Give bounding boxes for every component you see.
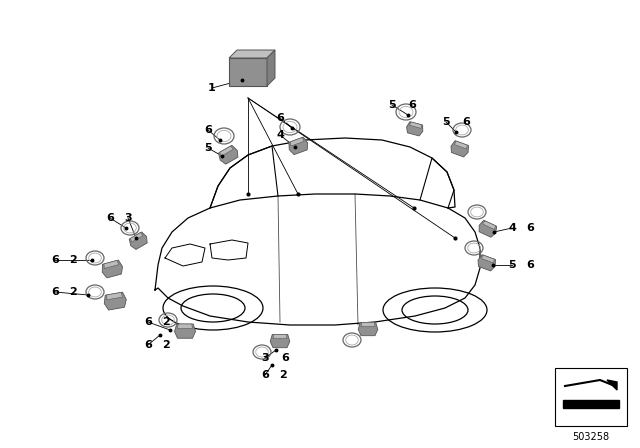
Polygon shape [220, 146, 234, 156]
Text: 6: 6 [526, 260, 534, 270]
Polygon shape [131, 233, 143, 242]
Bar [555, 368, 627, 426]
Text: 5: 5 [442, 117, 450, 127]
Text: 2: 2 [69, 287, 77, 297]
Text: 5: 5 [388, 100, 396, 110]
Polygon shape [177, 324, 193, 328]
Polygon shape [273, 334, 287, 339]
Text: 6: 6 [204, 125, 212, 135]
Text: 6: 6 [261, 370, 269, 380]
Text: 2: 2 [162, 317, 170, 327]
Polygon shape [406, 122, 423, 136]
Bar [229, 58, 267, 86]
Polygon shape [229, 50, 275, 58]
Text: 2: 2 [279, 370, 287, 380]
Bar [563, 400, 619, 408]
Text: 4: 4 [508, 223, 516, 233]
Text: 6: 6 [51, 255, 59, 265]
Text: 6: 6 [281, 353, 289, 363]
Text: 6: 6 [526, 223, 534, 233]
Polygon shape [104, 260, 119, 268]
Text: 3: 3 [124, 213, 132, 223]
Text: 6: 6 [106, 213, 114, 223]
Polygon shape [107, 293, 123, 300]
Polygon shape [175, 324, 195, 338]
Text: 503258: 503258 [572, 432, 609, 442]
Text: 2: 2 [162, 340, 170, 350]
Polygon shape [289, 137, 308, 155]
Polygon shape [454, 141, 467, 149]
Text: 6: 6 [408, 100, 416, 110]
Text: 6: 6 [276, 113, 284, 123]
Polygon shape [479, 220, 497, 237]
Text: 2: 2 [69, 255, 77, 265]
Text: 6: 6 [51, 287, 59, 297]
Polygon shape [104, 292, 126, 310]
Polygon shape [361, 323, 375, 327]
Polygon shape [290, 138, 304, 146]
Text: 5: 5 [204, 143, 212, 153]
Text: 6: 6 [144, 340, 152, 350]
Polygon shape [481, 255, 494, 263]
Polygon shape [483, 221, 495, 229]
Polygon shape [129, 232, 147, 250]
Text: 4: 4 [276, 130, 284, 140]
Polygon shape [478, 254, 495, 271]
Text: 1: 1 [208, 83, 216, 93]
Polygon shape [218, 145, 238, 164]
Text: 6: 6 [462, 117, 470, 127]
Polygon shape [607, 380, 617, 390]
Polygon shape [270, 334, 290, 348]
Text: 6: 6 [144, 317, 152, 327]
Text: 5: 5 [508, 260, 516, 270]
Polygon shape [102, 260, 122, 278]
Polygon shape [410, 122, 422, 129]
Polygon shape [451, 141, 468, 157]
Polygon shape [267, 50, 275, 86]
Polygon shape [358, 323, 378, 336]
Text: 3: 3 [261, 353, 269, 363]
